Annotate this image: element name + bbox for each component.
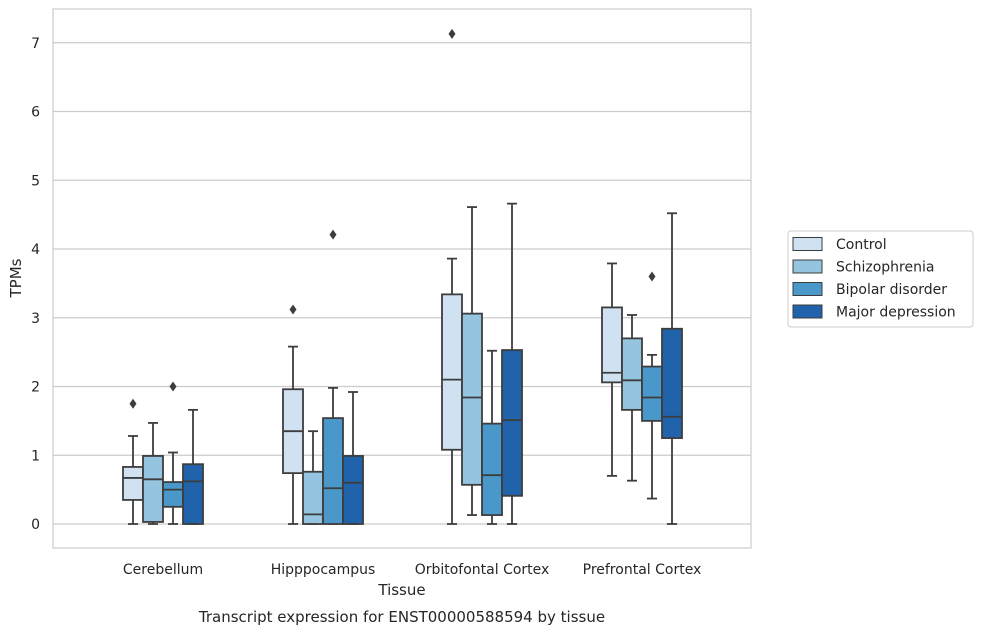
legend-label: Major depression	[836, 305, 956, 321]
outlier-point	[169, 381, 177, 392]
y-tick-label: 7	[31, 36, 40, 52]
legend-item-major-depression: Major depression	[792, 304, 956, 321]
chart-caption: Transcript expression for ENST0000058859…	[198, 608, 605, 626]
box-cerebellum-bipolar-disorder	[162, 381, 184, 525]
box-orbitofontal-cortex-schizophrenia	[461, 206, 483, 516]
legend-swatch	[792, 259, 823, 274]
box-iqr	[481, 422, 503, 516]
box-orbitofontal-cortex-bipolar-disorder	[481, 349, 503, 525]
y-tick-label: 5	[31, 173, 40, 189]
box-iqr	[142, 455, 164, 523]
box-prefrontal-cortex-bipolar-disorder	[641, 271, 663, 500]
box-iqr	[162, 481, 184, 508]
x-tick-labels: Cerebellum Hipppocampus Orbitofontal Corte…	[123, 562, 701, 578]
box-cerebellum-schizophrenia	[142, 422, 164, 525]
gridlines	[53, 42, 751, 525]
box-iqr	[621, 337, 643, 411]
y-tick-label: 1	[31, 448, 40, 464]
y-tick-label: 2	[31, 380, 40, 396]
box-iqr	[322, 417, 344, 525]
box-hipppocampus-control	[282, 304, 304, 525]
legend-item-control: Control	[792, 237, 887, 253]
legend-swatch	[792, 304, 823, 319]
box-hipppocampus-major-depression	[342, 391, 364, 525]
box-iqr	[501, 349, 523, 497]
box-hipppocampus-schizophrenia	[302, 430, 324, 525]
outlier-point	[329, 229, 337, 240]
box-cerebellum-major-depression	[182, 408, 204, 525]
box-prefrontal-cortex-schizophrenia	[621, 314, 643, 482]
outlier-point	[129, 398, 137, 409]
x-tick-label-cerebellum: Cerebellum	[123, 562, 203, 578]
legend-label: Control	[836, 237, 887, 253]
box-orbitofontal-cortex-major-depression	[501, 202, 523, 525]
legend-item-bipolar-disorder: Bipolar disorder	[792, 282, 947, 298]
legend-label: Schizophrenia	[836, 260, 934, 276]
x-tick-label-orbitofontal-cortex: Orbitofontal Cortex	[415, 562, 550, 578]
box-iqr	[461, 312, 483, 486]
legend-items: Control Schizophrenia Bipolar disorder Majo…	[792, 237, 956, 321]
box-prefrontal-cortex-control	[601, 262, 623, 477]
y-tick-label: 3	[31, 311, 40, 327]
box-iqr	[441, 293, 463, 451]
box-groups	[122, 28, 683, 525]
box-iqr	[601, 306, 623, 384]
outlier-point	[448, 28, 456, 39]
y-tick-label: 4	[31, 242, 40, 258]
box-prefrontal-cortex-major-depression	[661, 212, 683, 525]
box-iqr	[342, 455, 364, 525]
legend-swatch	[792, 237, 823, 251]
outlier-point	[648, 271, 656, 282]
box-iqr	[182, 463, 204, 525]
box-hipppocampus-bipolar-disorder	[322, 229, 344, 525]
legend-frame	[787, 230, 974, 328]
box-orbitofontal-cortex-control	[441, 28, 463, 525]
box-iqr	[661, 327, 683, 439]
legend-swatch	[792, 282, 823, 296]
box-iqr	[302, 470, 324, 525]
box-cerebellum-control	[122, 398, 144, 525]
x-tick-label-hipppocampus: Hipppocampus	[271, 562, 376, 578]
box-iqr	[122, 466, 144, 501]
legend: Control Schizophrenia Bipolar disorder Majo…	[787, 230, 974, 328]
legend-item-schizophrenia: Schizophrenia	[792, 259, 934, 276]
y-axis-label: TPMs	[7, 258, 25, 298]
legend-label: Bipolar disorder	[836, 282, 947, 298]
plot-area	[52, 8, 752, 549]
x-tick-label-prefrontal-cortex: Prefrontal Cortex	[583, 562, 702, 578]
y-tick-label: 6	[31, 105, 40, 121]
y-tick-labels: 0 1 2 3 4 5 6 7	[31, 36, 40, 533]
y-tick-label: 0	[31, 517, 40, 533]
x-axis-label: Tissue	[377, 581, 425, 599]
box-iqr	[641, 365, 663, 422]
outlier-point	[289, 304, 297, 315]
